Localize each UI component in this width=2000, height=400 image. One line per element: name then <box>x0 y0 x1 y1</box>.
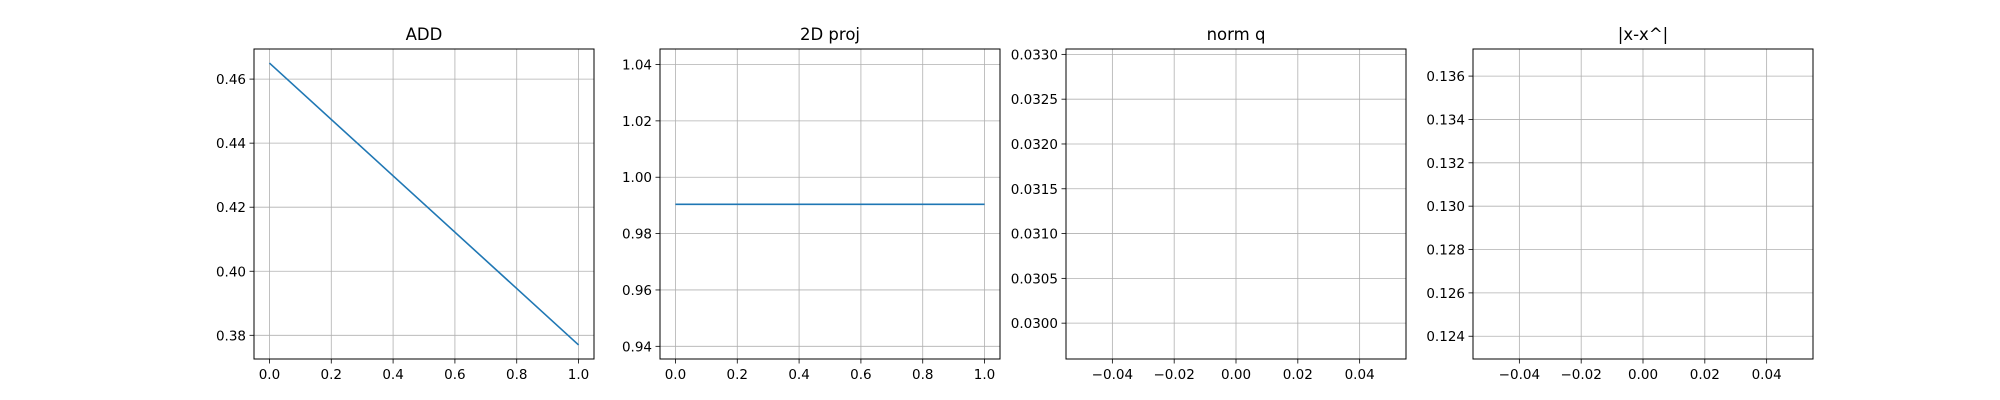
y-tick-label: 0.40 <box>216 264 246 280</box>
x-tick-label: 0.04 <box>1345 367 1375 383</box>
y-tick-label: 0.46 <box>216 72 246 88</box>
x-tick-label: 0.00 <box>1628 367 1658 383</box>
x-tick-label: 0.02 <box>1283 367 1313 383</box>
y-tick-label: 0.98 <box>622 227 652 243</box>
y-tick-label: 0.136 <box>1426 69 1465 85</box>
y-tick-label: 0.96 <box>622 283 652 299</box>
y-tick-label: 0.0305 <box>1011 271 1058 287</box>
y-tick-label: 0.130 <box>1426 199 1465 215</box>
y-tick-label: 0.126 <box>1426 286 1465 302</box>
y-tick-label: 1.00 <box>622 170 652 186</box>
y-tick-label: 0.128 <box>1426 243 1465 259</box>
y-tick-label: 0.42 <box>216 200 246 216</box>
x-tick-label: 1.0 <box>568 367 589 383</box>
y-tick-label: 0.0325 <box>1011 92 1058 108</box>
axes-frame <box>1472 48 1814 360</box>
axes-frame <box>253 48 595 360</box>
chart-panel-1: 0.0 0.2 0.4 0.6 0.8 1.0 0.38 0.40 0.42 0.44 0.46 AD… <box>216 25 595 383</box>
y-tick-label: 0.134 <box>1426 112 1465 128</box>
x-tick-label: 0.6 <box>444 367 465 383</box>
y-tick-label: 0.0315 <box>1011 182 1058 198</box>
y-tick-label: 0.132 <box>1426 156 1465 172</box>
x-tick-label: 1.0 <box>974 367 995 383</box>
x-tick-label: 0.00 <box>1221 367 1251 383</box>
x-tick-label: 0.6 <box>850 367 871 383</box>
y-tick-label: 0.124 <box>1426 329 1465 345</box>
x-tick-label: 0.8 <box>506 367 527 383</box>
chart-panel-4: −0.04 −0.02 0.00 0.02 0.04 0.124 0.126 0.128 0.1… <box>1426 25 1814 383</box>
y-tick-label: 0.94 <box>622 339 652 355</box>
x-tick-label: 0.0 <box>259 367 280 383</box>
y-tick-label: 0.0310 <box>1011 227 1058 243</box>
axes-frame <box>659 48 1001 360</box>
x-tick-label: −0.02 <box>1153 367 1194 383</box>
x-tick-label: 0.2 <box>321 367 342 383</box>
chart-title: norm q <box>1207 25 1266 44</box>
y-tick-label: 0.0330 <box>1011 47 1058 63</box>
axes-frame <box>1065 48 1407 360</box>
x-tick-label: 0.02 <box>1690 367 1720 383</box>
chart-panel-2: 0.0 0.2 0.4 0.6 0.8 1.0 0.94 0.96 0.98 1.00 1.02 1.… <box>622 25 1001 383</box>
x-tick-label: 0.2 <box>727 367 748 383</box>
series-line <box>268 62 580 346</box>
x-tick-label: 0.04 <box>1752 367 1782 383</box>
y-tick-label: 1.02 <box>622 114 652 130</box>
x-tick-label: −0.04 <box>1499 367 1540 383</box>
chart-title: |x-x^| <box>1618 25 1668 44</box>
x-tick-label: 0.4 <box>382 367 403 383</box>
chart-title: 2D proj <box>800 25 860 44</box>
y-tick-label: 1.04 <box>622 58 652 74</box>
y-tick-label: 0.44 <box>216 136 246 152</box>
y-tick-label: 0.0320 <box>1011 137 1058 153</box>
x-tick-label: −0.04 <box>1092 367 1133 383</box>
x-tick-label: −0.02 <box>1560 367 1601 383</box>
x-tick-label: 0.8 <box>912 367 933 383</box>
y-tick-label: 0.38 <box>216 328 246 344</box>
chart-title: ADD <box>406 25 443 44</box>
x-tick-label: 0.0 <box>665 367 686 383</box>
x-tick-label: 0.4 <box>788 367 809 383</box>
y-tick-label: 0.0300 <box>1011 316 1058 332</box>
chart-panel-3: −0.04 −0.02 0.00 0.02 0.04 0.0300 0.0305 0.0310… <box>1011 25 1407 383</box>
